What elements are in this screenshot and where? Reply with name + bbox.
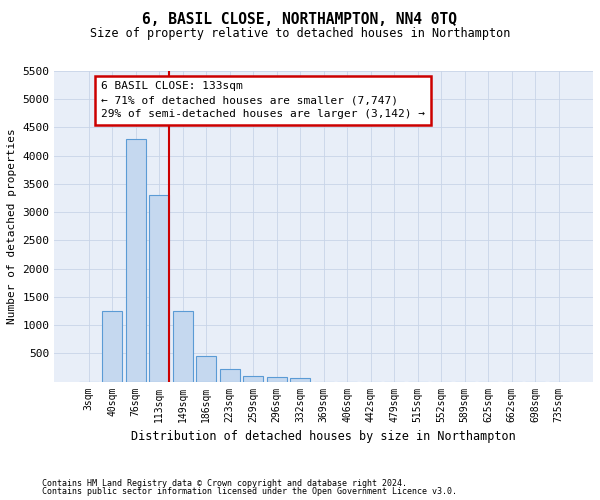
X-axis label: Distribution of detached houses by size in Northampton: Distribution of detached houses by size …: [131, 430, 516, 443]
Bar: [267, 377, 287, 382]
Bar: [173, 311, 193, 382]
Bar: [196, 356, 216, 382]
Text: 6, BASIL CLOSE, NORTHAMPTON, NN4 0TQ: 6, BASIL CLOSE, NORTHAMPTON, NN4 0TQ: [143, 12, 458, 28]
Text: 6 BASIL CLOSE: 133sqm
← 71% of detached houses are smaller (7,747)
29% of semi-d: 6 BASIL CLOSE: 133sqm ← 71% of detached …: [101, 81, 425, 119]
Bar: [103, 311, 122, 382]
Bar: [220, 369, 240, 382]
Y-axis label: Number of detached properties: Number of detached properties: [7, 128, 17, 324]
Bar: [243, 376, 263, 382]
Text: Size of property relative to detached houses in Northampton: Size of property relative to detached ho…: [90, 28, 510, 40]
Text: Contains HM Land Registry data © Crown copyright and database right 2024.: Contains HM Land Registry data © Crown c…: [42, 478, 407, 488]
Text: Contains public sector information licensed under the Open Government Licence v3: Contains public sector information licen…: [42, 487, 457, 496]
Bar: [290, 378, 310, 382]
Bar: [126, 138, 146, 382]
Bar: [149, 195, 169, 382]
